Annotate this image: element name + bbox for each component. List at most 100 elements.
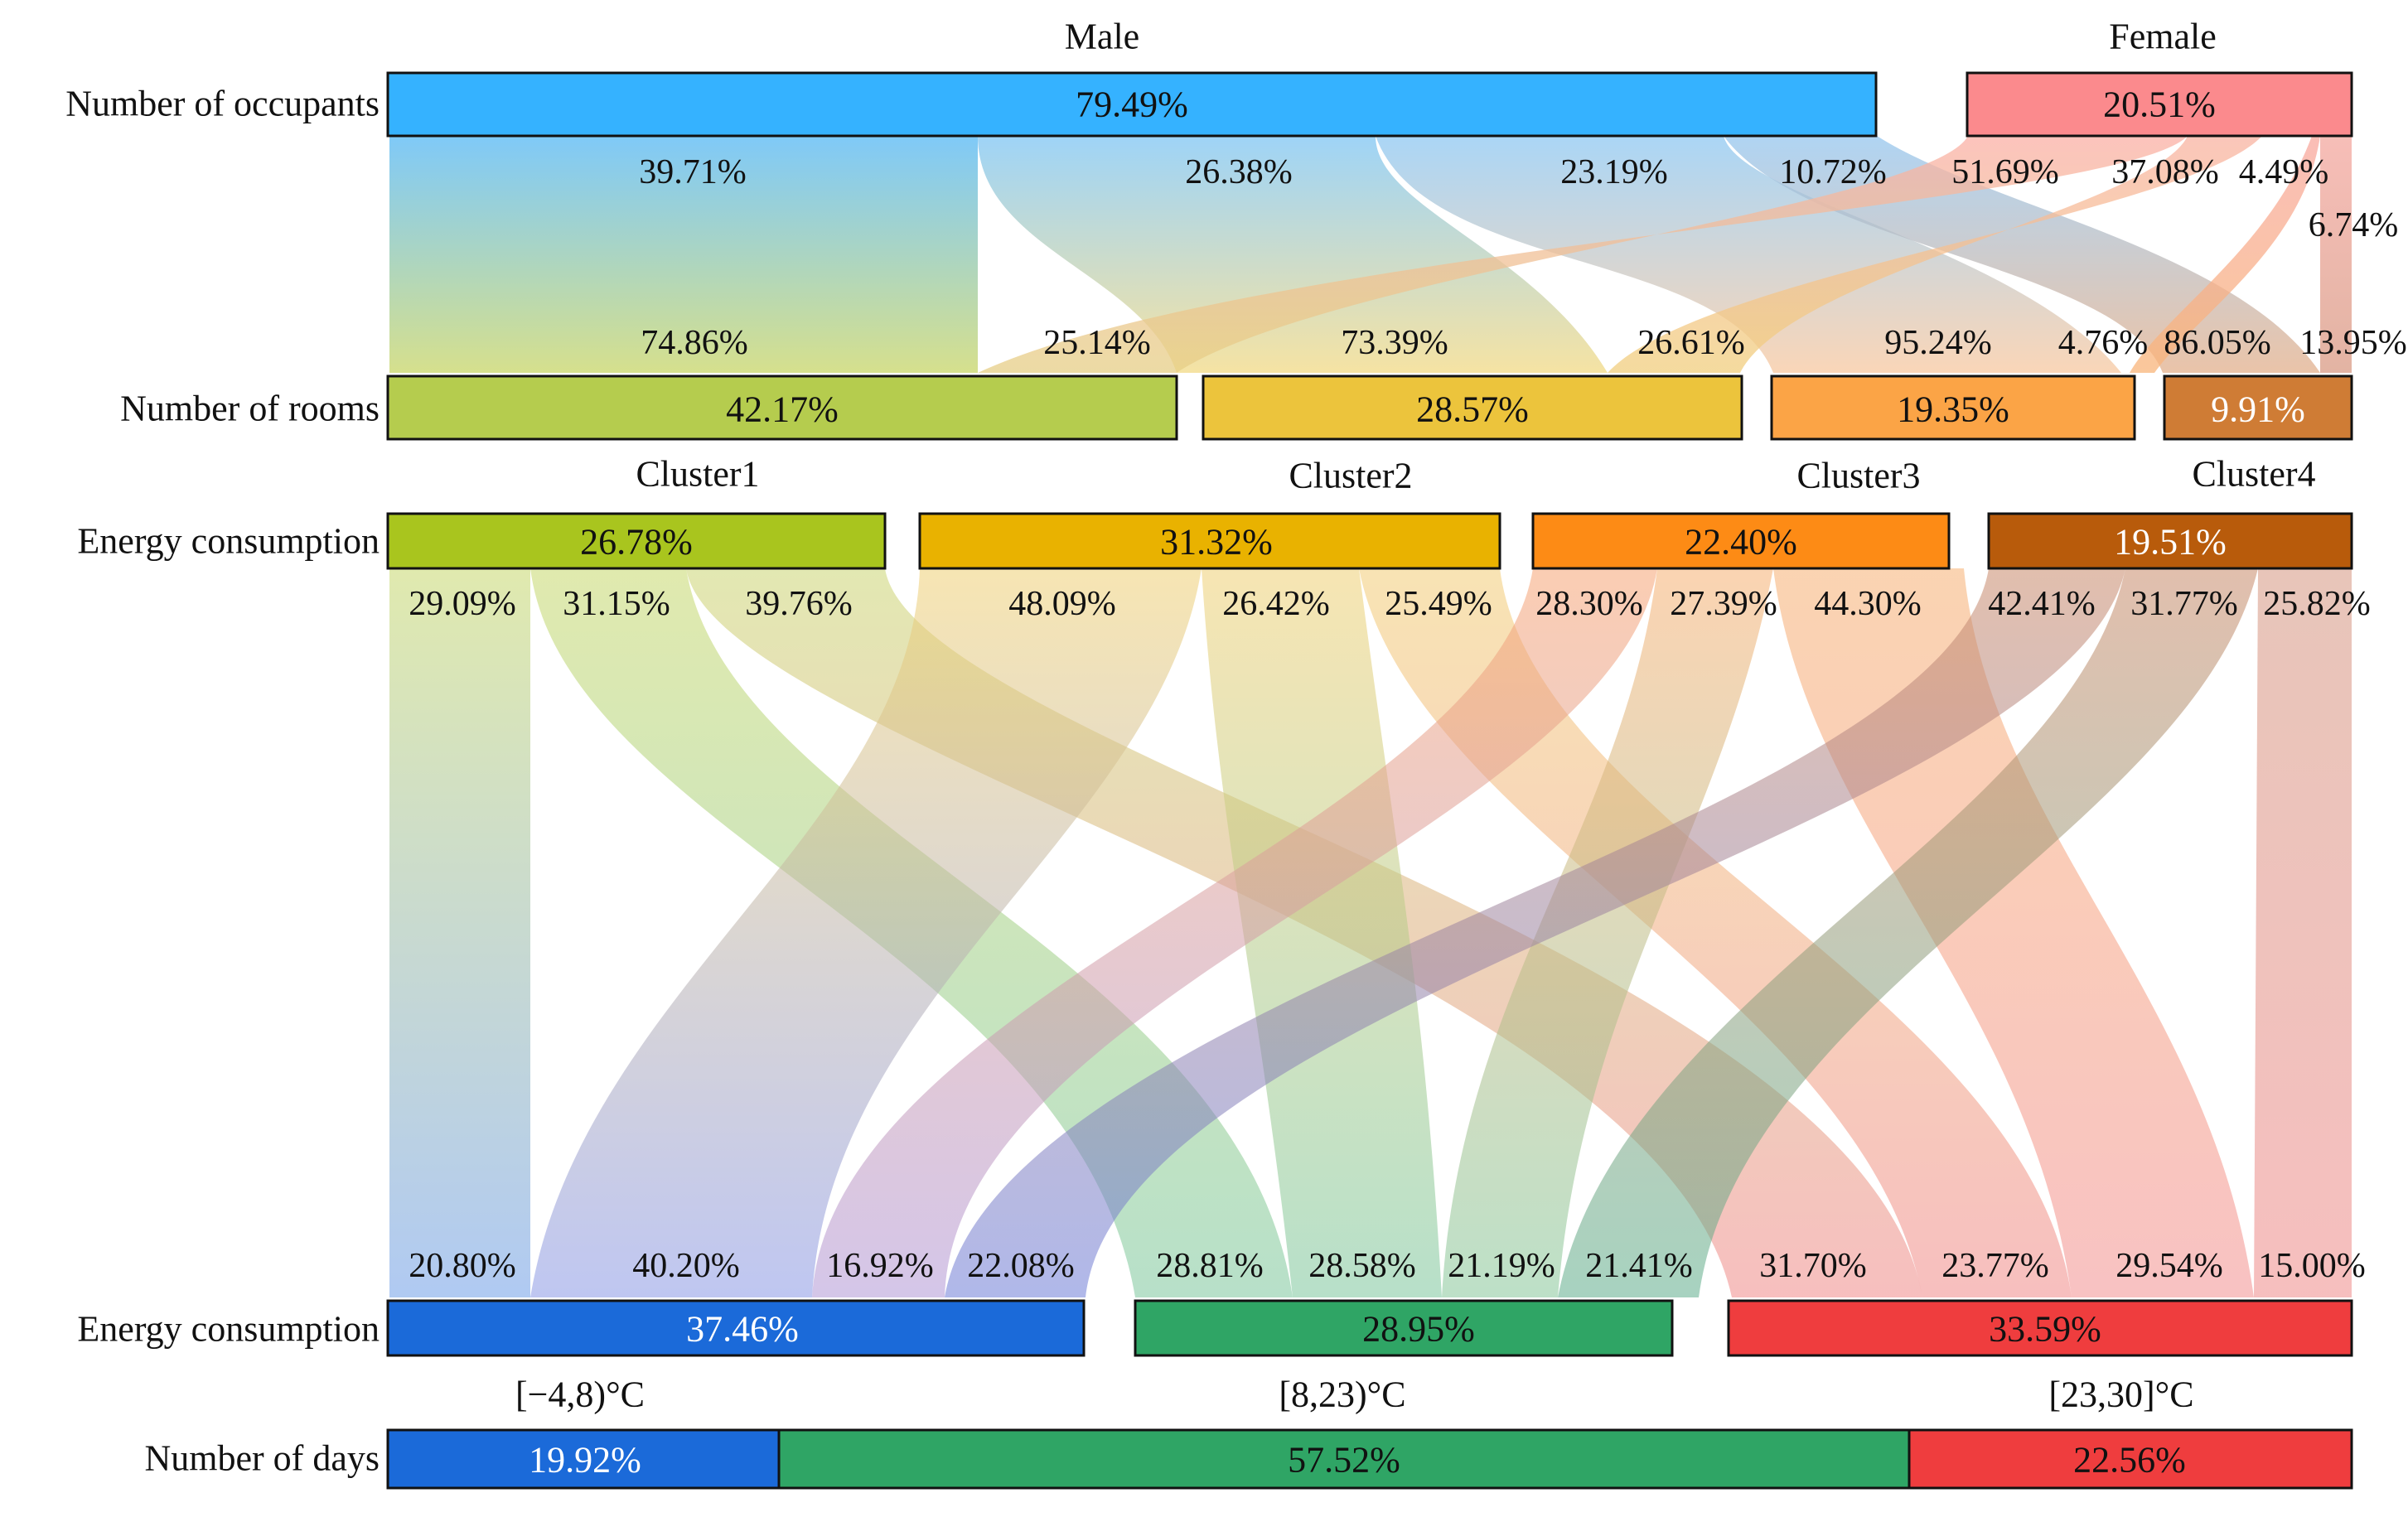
ribbon-c3-low	[812, 568, 1657, 1297]
group-label-cluster3: Cluster3	[1796, 456, 1920, 496]
ribbon-female-room4	[2320, 136, 2352, 373]
flow-label-high-c3: 29.54%	[2115, 1247, 2223, 1285]
ribbon-male-room2	[978, 136, 1608, 373]
group-labels: Male Female Cluster1 Cluster2 Cluster3 C…	[515, 17, 2316, 1415]
bars-occupants: 79.49% 20.51%	[386, 71, 2353, 138]
bar-room3-label: 19.35%	[1897, 389, 2009, 430]
bar-female-label: 20.51%	[2103, 85, 2216, 125]
flow-label-c4-high: 25.82%	[2263, 585, 2371, 623]
ribbons-energy-to-temperature	[389, 568, 2352, 1297]
bar-temp-low	[386, 1299, 1086, 1357]
flow-label-mid-c3: 21.19%	[1448, 1247, 1555, 1285]
flow-label-low-c4: 22.08%	[967, 1247, 1075, 1285]
bar-temp-mid	[1134, 1299, 1674, 1357]
bar-room3	[1770, 374, 2136, 441]
flow-labels-energy-top: 29.09% 31.15% 39.76% 48.09% 26.42% 25.49…	[409, 585, 2371, 623]
bar-room2	[1202, 374, 1743, 441]
ribbon-c2-mid-real	[1202, 568, 1442, 1297]
bar-days-mid-label: 57.52%	[1288, 1440, 1400, 1481]
group-label-male: Male	[1065, 17, 1139, 57]
flow-label-c2-high: 25.49%	[1385, 585, 1492, 623]
bar-cluster3-label: 22.40%	[1685, 522, 1797, 563]
ribbon-male-room1b	[389, 136, 978, 373]
flow-label-c3-low: 28.30%	[1535, 585, 1643, 623]
flow-label-c1-low: 29.09%	[409, 585, 516, 623]
flow-label-high-c1: 31.70%	[1759, 1247, 1867, 1285]
flow-label-low-c2: 40.20%	[632, 1247, 740, 1285]
group-label-temp-high: [23,30]°C	[2048, 1374, 2193, 1415]
flow-label-c2-mid: 26.42%	[1222, 585, 1330, 623]
bar-temp-mid-label: 28.95%	[1362, 1309, 1475, 1350]
bars-energy-bottom: 37.46% 28.95% 33.59%	[386, 1299, 2353, 1357]
flow-labels-occupants-top: 39.71% 26.38% 23.19% 10.72% 51.69% 37.08…	[639, 153, 2398, 244]
flow-label-male-room2: 26.38%	[1185, 153, 1293, 191]
flow-label-c2-low: 48.09%	[1008, 585, 1116, 623]
row-label-energy-top: Energy consumption	[77, 521, 380, 562]
bar-cluster2-label: 31.32%	[1160, 522, 1273, 563]
bar-room1	[386, 374, 1178, 441]
flow-label-mid-c1: 28.81%	[1156, 1247, 1264, 1285]
flow-label-room4-female: 13.95%	[2299, 324, 2407, 362]
flow-label-low-c3: 16.92%	[826, 1247, 934, 1285]
bar-temp-low-label: 37.46%	[686, 1309, 799, 1350]
flow-labels-temp-bottom: 20.80% 40.20% 16.92% 22.08% 28.81% 28.58…	[409, 1247, 2366, 1285]
flow-labels-rooms-bottom: 74.86% 25.14% 73.39% 26.61% 95.24% 4.76%…	[641, 324, 2407, 362]
flow-label-female-room4: 6.74%	[2309, 206, 2399, 244]
bar-room2-label: 28.57%	[1416, 389, 1529, 430]
flow-label-room1-female: 25.14%	[1043, 324, 1151, 362]
flow-label-room3-male: 95.24%	[1884, 324, 1992, 362]
flow-label-c4-mid: 31.77%	[2130, 585, 2238, 623]
flow-label-low-c1: 20.80%	[409, 1247, 516, 1285]
flow-label-female-room2: 37.08%	[2111, 153, 2219, 191]
bar-days-mid	[777, 1428, 1911, 1490]
group-label-temp-low: [−4,8)°C	[515, 1374, 645, 1415]
flow-label-room2-female: 26.61%	[1637, 324, 1745, 362]
ribbon-c4-mid	[1558, 568, 2258, 1297]
ribbon-c2-high	[1359, 568, 2072, 1297]
bar-cluster4-label: 19.51%	[2114, 522, 2227, 563]
bar-days-low	[386, 1428, 781, 1490]
flow-label-room2-male: 73.39%	[1341, 324, 1448, 362]
bar-male	[386, 71, 1878, 138]
ribbon-c4-low	[945, 568, 2125, 1297]
flow-label-c3-high: 44.30%	[1814, 585, 1922, 623]
flow-label-c3-mid: 27.39%	[1670, 585, 1777, 623]
group-label-female: Female	[2109, 17, 2217, 57]
bar-female	[1966, 71, 2353, 138]
ribbon-c1-low	[389, 568, 530, 1297]
ribbons-occupants-to-rooms	[389, 136, 2352, 373]
ribbon-c3-mid	[1442, 568, 1773, 1297]
row-labels: Number of occupants Number of rooms Ener…	[65, 84, 380, 1479]
flow-label-room4-male: 86.05%	[2164, 324, 2271, 362]
bar-cluster3	[1531, 512, 1951, 570]
bars-rooms: 42.17% 28.57% 19.35% 9.91%	[386, 374, 2353, 441]
ribbon-c4-high	[2254, 568, 2352, 1297]
bar-temp-high-label: 33.59%	[1989, 1309, 2101, 1350]
bar-room1-label: 42.17%	[726, 389, 839, 430]
flow-label-mid-c4: 21.41%	[1585, 1247, 1693, 1285]
bar-cluster1	[386, 512, 887, 570]
bar-cluster2	[918, 512, 1501, 570]
flow-label-mid-c2: 28.58%	[1308, 1247, 1416, 1285]
ribbon-female-room2	[1608, 136, 2262, 373]
flow-label-high-c2: 23.77%	[1941, 1247, 2049, 1285]
flow-label-room3-female: 4.76%	[2058, 324, 2149, 362]
bar-days-high-label: 22.56%	[2073, 1440, 2186, 1481]
flow-label-male-room1: 39.71%	[639, 153, 747, 191]
group-label-cluster4: Cluster4	[2192, 454, 2315, 495]
row-label-days: Number of days	[145, 1438, 380, 1479]
row-label-energy-bottom: Energy consumption	[77, 1309, 380, 1350]
bars-days: 19.92% 57.52% 22.56%	[386, 1428, 2353, 1490]
bar-temp-high	[1727, 1299, 2353, 1357]
group-label-cluster1: Cluster1	[636, 454, 759, 495]
flow-label-c1-mid: 31.15%	[563, 585, 670, 623]
bars-energy-top: 26.78% 31.32% 22.40% 19.51%	[386, 512, 2353, 570]
bar-days-high	[1908, 1428, 2353, 1490]
ribbon-female-room1	[978, 136, 2188, 373]
flow-label-c4-low: 42.41%	[1988, 585, 2096, 623]
bar-room4	[2163, 374, 2353, 441]
ribbon-c2-low	[530, 568, 1202, 1297]
flow-label-female-room1: 51.69%	[1951, 153, 2059, 191]
ribbon-female-room3	[2130, 136, 2320, 373]
bar-days-low-label: 19.92%	[529, 1440, 641, 1481]
